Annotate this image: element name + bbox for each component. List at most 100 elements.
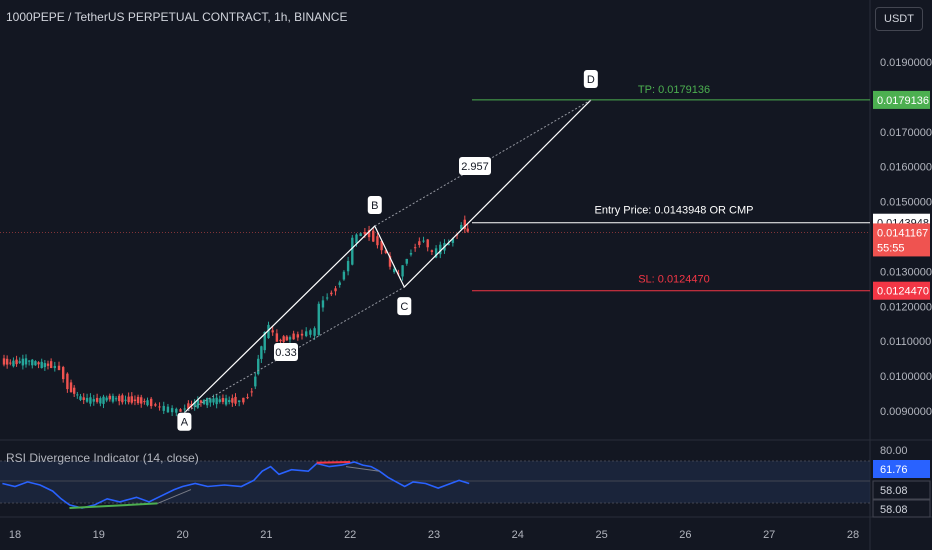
candle-body (21, 358, 25, 366)
candle-body (133, 399, 137, 401)
candle-body (72, 387, 76, 394)
candle-body (288, 337, 292, 340)
ratio-cd-label-box (459, 157, 491, 175)
candle-body (218, 399, 221, 402)
sl-price-tag-bg (873, 281, 930, 300)
candle-body (463, 219, 466, 230)
candle-body (170, 408, 174, 413)
candle-body (338, 282, 341, 286)
candle-body (124, 399, 127, 401)
divergence-connector (345, 466, 380, 472)
candle-body (388, 255, 392, 267)
candle-body (296, 334, 300, 338)
candle-body (351, 237, 354, 265)
chart-title: 1000PEPE / TetherUS PERPETUAL CONTRACT, … (6, 10, 348, 24)
candle-body (69, 382, 73, 393)
candle-body (305, 331, 308, 337)
time-tick-label: 18 (9, 529, 21, 541)
currency-button[interactable]: USDT (875, 7, 923, 31)
candle-body (300, 333, 304, 336)
ratio-bc-label-box (274, 343, 298, 361)
candle-body (372, 230, 375, 242)
rsi-ref-tag-1: 58.08 (880, 485, 908, 497)
candle-body (209, 398, 212, 403)
price-tick-label: 0.0160000 (880, 162, 932, 174)
candle-body (228, 400, 231, 402)
candle-body (409, 253, 413, 255)
candle-body (43, 363, 47, 368)
candle-body (154, 404, 157, 406)
candle-body (367, 229, 371, 238)
abcd-pattern-line (183, 99, 592, 414)
entry-label: Entry Price: 0.0143948 OR CMP (595, 205, 754, 217)
candle-body (346, 261, 350, 272)
candle-body (118, 395, 121, 402)
price-tick-label: 0.0190000 (880, 57, 932, 69)
pattern-point-marker (367, 196, 382, 215)
tp-label: TP: 0.0179136 (638, 84, 710, 96)
candle-body (187, 403, 190, 409)
time-tick-label: 19 (93, 529, 105, 541)
candle-body (175, 408, 178, 413)
candle-body (179, 409, 182, 412)
candle-body (12, 360, 15, 367)
candle-body (24, 358, 28, 365)
candle-body (376, 236, 379, 246)
candle-body (359, 233, 362, 237)
rsi-band (0, 461, 870, 503)
rsi-indicator-label[interactable]: RSI Divergence Indicator (14, close) (6, 451, 199, 465)
candle-body (282, 336, 285, 342)
time-tick-label: 20 (176, 529, 188, 541)
bearish-divergence-line (316, 461, 351, 464)
ratio-cd-label: 2.957 (461, 161, 489, 173)
candle-body (384, 250, 388, 254)
candle-body (31, 359, 34, 366)
candle-body (92, 399, 95, 402)
candle-body (5, 358, 9, 365)
candle-body (79, 396, 82, 400)
time-tick-label: 22 (344, 529, 356, 541)
candle-body (313, 328, 316, 336)
time-tick-label: 28 (847, 529, 859, 541)
candle-body (271, 330, 274, 333)
candle-body (105, 397, 108, 401)
candle-body (127, 396, 130, 403)
candle-body (2, 358, 6, 365)
candle-body (405, 258, 408, 264)
candle-body (363, 232, 367, 235)
candle-body (193, 402, 196, 407)
candle-body (221, 398, 225, 402)
time-tick-label: 21 (260, 529, 272, 541)
candle-body (37, 362, 40, 365)
candle-body (355, 234, 358, 244)
candle-body (263, 332, 266, 351)
candle-body (27, 360, 31, 362)
candle-body (46, 363, 50, 366)
candle-body (143, 401, 146, 403)
candle-body (234, 396, 237, 404)
price-tick-label: 0.0170000 (880, 127, 932, 139)
candle-body (15, 359, 18, 365)
candle-body (466, 228, 469, 232)
pattern-point-label: A (181, 417, 189, 429)
candle-body (279, 339, 282, 342)
candle-body (130, 396, 133, 403)
candle-body (418, 241, 421, 245)
rsi-ref-tag-2: 58.08 (880, 504, 908, 516)
price-tick-label: 0.0130000 (880, 266, 932, 278)
candle-body (111, 395, 115, 402)
time-tick-label: 27 (763, 529, 775, 541)
time-tick-label: 23 (428, 529, 440, 541)
candle-body (215, 397, 218, 405)
last-price-tag: 0.0141167 (877, 227, 928, 239)
candle-body (34, 361, 37, 366)
candle-body (183, 408, 186, 410)
candle-body (82, 397, 85, 401)
candle-body (246, 397, 249, 399)
candle-body (136, 396, 140, 404)
candle-body (392, 268, 396, 273)
pattern-point-marker (177, 412, 192, 431)
candle-body (250, 391, 253, 393)
